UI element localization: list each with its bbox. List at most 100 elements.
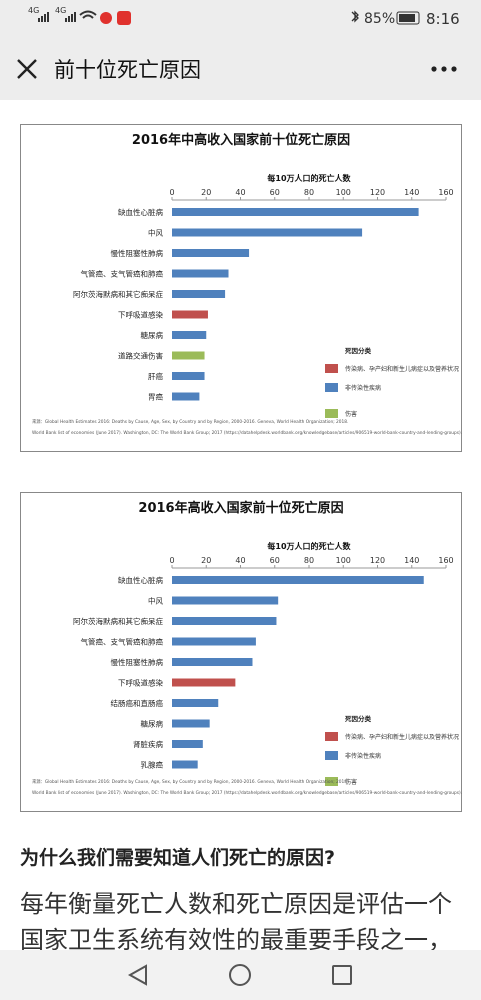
- bar: [172, 637, 256, 646]
- navigation-bar: [0, 950, 481, 1000]
- chart-title: 2016年中高收入国家前十位死亡原因: [132, 132, 350, 148]
- category-label: 慢性阻塞性肺病: [111, 657, 164, 667]
- category-label: 道路交通伤害: [118, 351, 163, 361]
- category-label: 气管癌、支气管癌和肺癌: [81, 269, 164, 279]
- x-tick-label: 160: [438, 556, 453, 565]
- x-tick-label: 20: [201, 188, 211, 197]
- legend-swatch: [325, 732, 338, 741]
- category-label: 缺血性心脏病: [118, 207, 163, 217]
- category-label: 肝癌: [148, 371, 163, 381]
- legend-title: 死因分类: [344, 346, 372, 355]
- article-heading: 为什么我们需要知道人们死亡的原因?: [20, 847, 336, 869]
- bar: [172, 678, 236, 687]
- category-label: 下呼吸道感染: [118, 310, 163, 320]
- network-label: 4G: [28, 6, 39, 15]
- x-tick-label: 60: [270, 188, 280, 197]
- network-label: 4G: [55, 6, 66, 15]
- x-tick-label: 0: [169, 188, 174, 197]
- category-label: 缺血性心脏病: [118, 575, 163, 585]
- recents-button[interactable]: [332, 965, 352, 985]
- x-tick-label: 100: [336, 556, 351, 565]
- category-label: 糖尿病: [141, 330, 164, 340]
- category-label: 中风: [148, 596, 163, 606]
- battery-percent: 85%: [364, 11, 395, 27]
- category-label: 慢性阻塞性肺病: [111, 248, 164, 258]
- legend-label: 传染病、孕产妇和新生儿病症以及营养状况: [345, 365, 459, 373]
- bar: [172, 617, 277, 625]
- paragraph-line: 国家卫生系统有效性的最重要手段之一，: [20, 926, 452, 954]
- source-note: 来源：Global Health Estimates 2016: Deaths …: [32, 778, 348, 785]
- status-bar: 4G 4G 85% 8:16: [0, 0, 481, 36]
- bluetooth-icon: [351, 10, 359, 23]
- signal-icon: [38, 12, 49, 22]
- x-tick-label: 160: [438, 188, 453, 197]
- battery-icon: [396, 11, 420, 25]
- x-tick-label: 140: [404, 556, 419, 565]
- x-tick-label: 20: [201, 556, 211, 565]
- category-label: 肾脏疾病: [133, 739, 163, 749]
- battery-level: [399, 14, 415, 22]
- bar: [172, 208, 419, 216]
- category-label: 胃癌: [148, 392, 163, 402]
- article-paragraph: 每年衡量死亡人数和死亡原因是评估一个 国家卫生系统有效性的最重要手段之一，: [20, 886, 452, 958]
- category-label: 糖尿病: [141, 719, 164, 729]
- bar: [172, 290, 226, 298]
- bar: [172, 576, 424, 584]
- x-axis-label: 每10万人口的死亡人数: [267, 541, 351, 551]
- x-tick-label: 40: [235, 556, 245, 565]
- source-note: World Bank list of economies (June 2017)…: [32, 790, 462, 796]
- more-button[interactable]: [431, 66, 457, 72]
- category-label: 下呼吸道感染: [118, 678, 163, 688]
- legend-swatch: [325, 409, 338, 418]
- legend-swatch: [325, 751, 338, 760]
- x-tick-label: 120: [370, 556, 385, 565]
- legend-swatch: [325, 777, 338, 786]
- x-tick-label: 80: [304, 188, 314, 197]
- legend-label: 伤害: [345, 778, 357, 786]
- bar: [172, 351, 205, 360]
- header: 前十位死亡原因: [0, 36, 481, 100]
- bar: [172, 596, 279, 605]
- chart-title: 2016年高收入国家前十位死亡原因: [138, 500, 343, 516]
- legend-title: 死因分类: [344, 714, 372, 723]
- x-tick-label: 0: [169, 556, 174, 565]
- bar: [172, 269, 229, 278]
- category-label: 乳腺癌: [141, 760, 164, 770]
- bar: [172, 372, 205, 380]
- bar: [172, 331, 207, 339]
- legend-label: 非传染性疾病: [345, 384, 381, 392]
- x-tick-label: 120: [370, 188, 385, 197]
- category-label: 阿尔茨海默病和其它痴呆症: [73, 616, 163, 626]
- bar: [172, 228, 363, 237]
- back-button[interactable]: [127, 964, 147, 986]
- app-icon: [100, 12, 112, 24]
- bar: [172, 392, 200, 401]
- bar: [172, 760, 198, 769]
- bar: [172, 249, 250, 257]
- legend-label: 非传染性疾病: [345, 752, 381, 760]
- source-note: World Bank list of economies (June 2017)…: [32, 430, 462, 436]
- x-tick-label: 60: [270, 556, 280, 565]
- close-button[interactable]: [17, 59, 37, 79]
- bar: [172, 310, 208, 319]
- home-button[interactable]: [229, 964, 251, 986]
- category-label: 气管癌、支气管癌和肺癌: [81, 637, 164, 647]
- legend-label: 伤害: [345, 410, 357, 418]
- x-tick-label: 40: [235, 188, 245, 197]
- x-tick-label: 140: [404, 188, 419, 197]
- source-note: 来源：Global Health Estimates 2016: Deaths …: [32, 418, 348, 425]
- x-tick-label: 100: [336, 188, 351, 197]
- bar: [172, 719, 210, 728]
- app-icon: [117, 11, 131, 25]
- category-label: 结肠癌和直肠癌: [111, 698, 164, 708]
- bar: [172, 658, 253, 666]
- chart-frame: [20, 492, 462, 812]
- paragraph-line: 每年衡量死亡人数和死亡原因是评估一个: [20, 890, 452, 918]
- chart-frame: [20, 124, 462, 452]
- signal-icon: [65, 12, 76, 22]
- bar: [172, 740, 203, 748]
